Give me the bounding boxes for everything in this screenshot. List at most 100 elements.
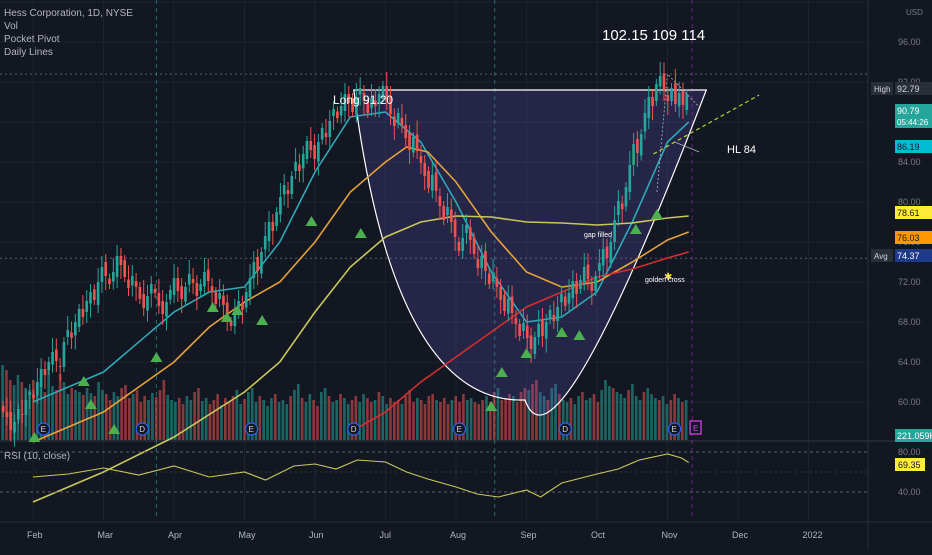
volume-bar bbox=[569, 398, 573, 440]
candle-body bbox=[237, 301, 240, 308]
candle-body bbox=[248, 278, 252, 297]
candle-body bbox=[579, 280, 582, 289]
volume-bar bbox=[477, 404, 481, 440]
candle-body bbox=[328, 121, 332, 137]
volume-bar bbox=[446, 404, 450, 440]
volume-bar bbox=[508, 394, 511, 440]
candle-body bbox=[628, 165, 632, 192]
time-tick-label: Oct bbox=[591, 530, 606, 540]
volume-bar bbox=[235, 390, 239, 440]
candle-body bbox=[476, 259, 480, 268]
volume-bar bbox=[81, 395, 85, 440]
pocket-pivot-triangle bbox=[28, 432, 41, 442]
time-tick-label: Aug bbox=[450, 530, 466, 540]
volume-bar bbox=[389, 398, 392, 440]
volume-bar bbox=[588, 398, 592, 440]
volume-bar bbox=[104, 394, 108, 440]
pocket-pivot-triangle bbox=[555, 327, 568, 337]
price-tag-bg bbox=[895, 140, 932, 153]
candle-body bbox=[609, 242, 613, 263]
event-marker-label: E bbox=[457, 425, 462, 434]
volume-bar bbox=[39, 378, 43, 440]
price-tag-value: 92.79 bbox=[897, 84, 920, 94]
event-marker-label: D bbox=[562, 425, 568, 434]
candle-body bbox=[651, 97, 654, 106]
candle-body bbox=[115, 256, 119, 277]
volume-bar bbox=[154, 397, 158, 440]
volume-bar bbox=[396, 400, 400, 440]
volume-bar bbox=[650, 394, 653, 440]
candle-body bbox=[366, 101, 370, 113]
candle-body bbox=[677, 93, 681, 107]
candle-body bbox=[256, 257, 259, 271]
volume-bar bbox=[47, 370, 50, 440]
legend-indicator-daily-lines[interactable]: Daily Lines bbox=[4, 47, 53, 58]
candle-body bbox=[70, 332, 73, 338]
volume-bar bbox=[600, 390, 603, 440]
volume-bar bbox=[538, 392, 542, 440]
pocket-pivot-triangle bbox=[485, 401, 498, 411]
event-marker bbox=[244, 422, 259, 436]
candle-body bbox=[104, 262, 108, 276]
volume-bar bbox=[581, 392, 584, 440]
volume-bar bbox=[1, 365, 4, 440]
volume-bar bbox=[469, 398, 473, 440]
time-tick-label: Sep bbox=[521, 530, 537, 540]
candle-body bbox=[66, 330, 70, 337]
volume-bar bbox=[343, 398, 346, 440]
candle-body bbox=[377, 94, 381, 104]
candle-body bbox=[191, 279, 195, 283]
volume-bar bbox=[450, 400, 454, 440]
earnings-upcoming-marker bbox=[689, 420, 702, 435]
candle-body bbox=[286, 190, 290, 194]
volume-bar bbox=[124, 385, 127, 440]
volume-bar bbox=[473, 402, 477, 440]
volume-bar bbox=[677, 398, 680, 440]
symbol-legend[interactable]: Hess Corporation, 1D, NYSE bbox=[4, 8, 133, 19]
candle-body bbox=[85, 301, 89, 312]
legend-indicator-volume[interactable]: Vol bbox=[4, 21, 18, 32]
volume-bar bbox=[55, 390, 58, 440]
candle-body bbox=[393, 116, 396, 126]
volume-bar bbox=[239, 404, 243, 440]
candle-body bbox=[567, 293, 571, 304]
price-tick-label: 64.00 bbox=[898, 357, 921, 367]
candle-body bbox=[149, 284, 153, 294]
candle-body bbox=[449, 209, 453, 222]
candle-body bbox=[556, 307, 559, 321]
price-tag-value: 90.79 bbox=[897, 106, 920, 116]
candle-body bbox=[241, 303, 244, 310]
legend-indicator-pocket-pivot[interactable]: Pocket Pivot bbox=[4, 34, 60, 45]
volume-bar bbox=[131, 394, 135, 440]
volume-bar bbox=[151, 393, 154, 440]
candle-body bbox=[503, 295, 506, 311]
volume-bar bbox=[496, 388, 500, 440]
candle-body bbox=[252, 262, 256, 278]
candle-body bbox=[32, 394, 35, 398]
candle-body bbox=[168, 290, 172, 300]
candle-body bbox=[324, 133, 328, 137]
volume-bar bbox=[546, 400, 550, 440]
volume-bar bbox=[12, 385, 16, 440]
volume-bar bbox=[35, 385, 39, 440]
candle-body bbox=[499, 287, 502, 300]
candle-body bbox=[20, 414, 24, 415]
volume-bar bbox=[66, 394, 70, 440]
price-tag-label: Avg bbox=[874, 252, 888, 261]
event-marker bbox=[135, 422, 149, 436]
candle-body bbox=[332, 109, 335, 116]
volume-bar bbox=[139, 402, 143, 440]
volume-bar bbox=[258, 396, 262, 440]
candle-body bbox=[434, 172, 438, 191]
volume-bar bbox=[170, 400, 173, 440]
candle-body bbox=[347, 94, 351, 103]
hl-pointer bbox=[674, 141, 700, 153]
candle-body bbox=[187, 274, 191, 285]
volume-bar bbox=[442, 398, 446, 440]
volume-bar bbox=[220, 405, 223, 440]
pocket-pivot-triangle bbox=[520, 348, 533, 358]
price-tick-label: 60.00 bbox=[898, 397, 921, 407]
candle-body bbox=[487, 273, 491, 284]
